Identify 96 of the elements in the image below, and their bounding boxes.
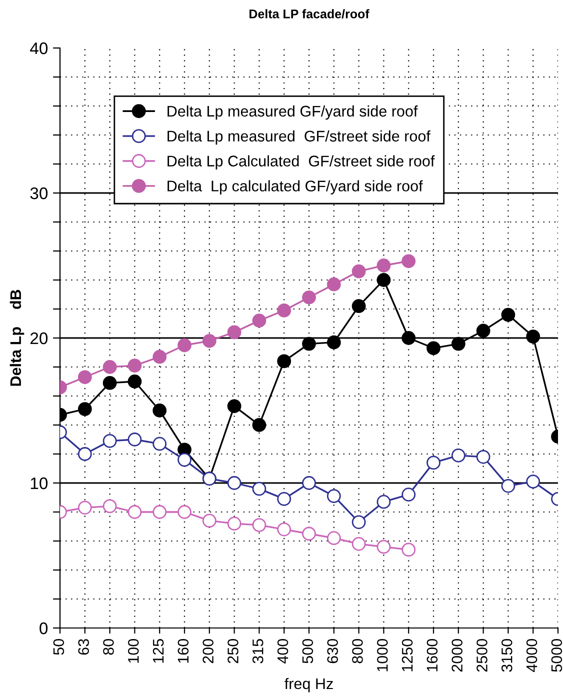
point [352, 536, 366, 551]
x-tick-label: 1600 [426, 639, 438, 672]
x-tick-label: 100 [128, 639, 139, 663]
legend-label: Delta Lp Calculated GF/street side roof [168, 155, 435, 170]
point [302, 290, 316, 304]
point [277, 492, 292, 506]
point [376, 258, 391, 272]
point [128, 374, 142, 388]
point [326, 489, 341, 503]
x-tick-label: 125 [152, 639, 164, 663]
y-tick-label: 20 [30, 332, 48, 344]
point [227, 516, 242, 531]
point [128, 432, 142, 446]
point [352, 515, 366, 530]
y-axis-title: Delta Lp dB [10, 290, 24, 386]
point [476, 450, 490, 464]
point [252, 518, 266, 532]
y-tick-label: 0 [40, 622, 48, 634]
x-tick-label: 1250 [402, 639, 413, 672]
point [128, 505, 142, 519]
point [376, 273, 391, 287]
y-tick-label: 10 [30, 477, 48, 490]
point [102, 360, 117, 374]
point [326, 335, 341, 350]
point [252, 314, 266, 328]
x-tick-label: 500 [302, 639, 314, 664]
point [102, 499, 117, 514]
x-tick-label: 1000 [376, 639, 388, 672]
point [152, 404, 167, 418]
x-tick-label: 4000 [526, 639, 538, 672]
point [402, 542, 416, 557]
point [178, 452, 192, 467]
legend-label: Delta Lp measured GF/yard side roof [168, 105, 418, 120]
point [476, 324, 490, 338]
point [526, 330, 540, 344]
point [426, 341, 440, 356]
point [402, 254, 416, 268]
y-tick-label: 40 [30, 42, 48, 54]
point [102, 434, 117, 448]
point [376, 540, 391, 554]
point [152, 436, 167, 451]
point [526, 474, 540, 488]
point [302, 336, 316, 351]
point [326, 277, 341, 292]
point [152, 505, 167, 519]
chart-title: Delta LP facade/roof [250, 9, 370, 18]
point [352, 264, 366, 278]
point [227, 325, 242, 340]
x-axis-title: freq Hz [284, 678, 333, 692]
point [178, 338, 192, 352]
point [277, 304, 292, 318]
point [402, 488, 416, 502]
x-tick-label: 2500 [476, 639, 488, 672]
x-tick-label: 50 [53, 639, 64, 655]
point [326, 531, 341, 546]
point [352, 299, 366, 314]
x-tick-label: 250 [228, 639, 238, 664]
point [78, 447, 92, 461]
point [501, 308, 516, 322]
point [501, 478, 516, 493]
x-tick-label: 800 [352, 639, 363, 664]
point [302, 526, 316, 541]
point [78, 370, 92, 384]
point [426, 456, 440, 470]
legend-label: Delta Lp measured GF/street side roof [168, 130, 430, 145]
x-tick-label: 63 [78, 639, 89, 655]
point [202, 334, 216, 348]
point [252, 482, 266, 496]
x-tick-label: 5000 [551, 639, 562, 672]
x-tick-label: 630 [327, 639, 338, 664]
x-tick-label: 200 [202, 639, 214, 664]
point [202, 514, 216, 528]
point [277, 522, 292, 536]
x-tick-label: 160 [178, 639, 189, 663]
point [376, 494, 391, 509]
x-tick-label: 3150 [501, 639, 512, 672]
point [451, 336, 466, 351]
x-tick-label: 400 [277, 639, 288, 664]
x-tick-label: 80 [103, 639, 114, 655]
point [152, 350, 167, 364]
point [78, 402, 92, 416]
point [128, 358, 142, 372]
x-tick-label: 315 [252, 639, 264, 664]
point [102, 376, 117, 390]
point [178, 505, 192, 519]
point [277, 354, 292, 368]
point [227, 399, 242, 414]
x-tick-label: 2000 [452, 639, 462, 672]
point [302, 476, 316, 490]
point [402, 331, 416, 345]
legend-label: Delta Lp calculated GF/yard side roof [168, 180, 423, 194]
y-tick-label: 30 [30, 187, 48, 200]
point [78, 500, 92, 515]
point [252, 418, 266, 432]
point [451, 448, 466, 462]
point [227, 476, 242, 490]
